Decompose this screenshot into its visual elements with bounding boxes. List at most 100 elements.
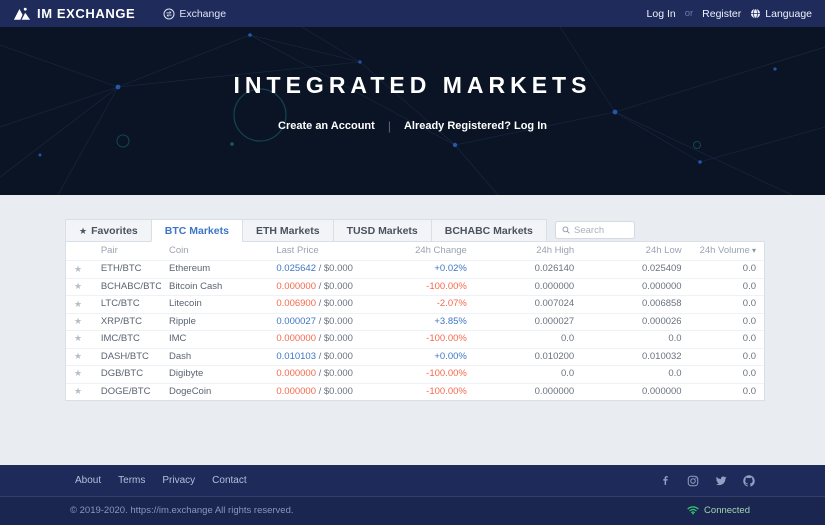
high-cell: 0.000027 (474, 312, 583, 331)
low-cell: 0.0 (582, 365, 690, 383)
high-cell: 0.007024 (474, 295, 583, 314)
language-label: Language (765, 7, 812, 20)
search-input[interactable] (574, 224, 628, 236)
coin-cell: Ripple (160, 312, 269, 331)
price-usd-suffix: / $0.000 (315, 263, 353, 275)
hero-title: INTEGRATED MARKETS (233, 71, 592, 98)
column-header-24h-volume[interactable]: 24h Volume ▾ (699, 245, 756, 256)
tab-label: Favorites (91, 225, 138, 237)
star-icon: ★ (79, 225, 88, 236)
markets-toolbar: ★ Favorites BTC Markets ETH Markets TUSD Mar… (65, 219, 765, 242)
market-row-dgb-btc[interactable]: ★ DGB/BTC Digibyte 0.000000 / $0.000 -100.00… (66, 365, 764, 383)
tab-favorites[interactable]: ★ Favorites (65, 219, 151, 242)
price-usd-suffix: / $0.000 (315, 350, 353, 362)
market-row-imc-btc[interactable]: ★ IMC/BTC IMC 0.000000 / $0.000 -100.00% 0.0 0… (66, 330, 764, 349)
favorite-star-icon[interactable]: ★ (66, 347, 93, 366)
markets-section: ★ Favorites BTC Markets ETH Markets TUSD Mar… (0, 195, 825, 465)
create-account-link[interactable]: Create an Account (278, 119, 375, 132)
brand-text: IM EXCHANGE (37, 6, 136, 21)
price-value: 0.025642 (276, 263, 316, 275)
column-header-coin: Coin (168, 245, 189, 256)
login-link[interactable]: Log In (646, 7, 676, 20)
change-cell: -100.00% (390, 365, 475, 383)
hero: INTEGRATED MARKETS Create an Account | A… (0, 27, 825, 195)
price-value: 0.000000 (276, 333, 316, 345)
column-header-24h-low: 24h Low (645, 245, 682, 256)
or-text: or (684, 8, 694, 19)
volume-cell: 0.0 (689, 277, 764, 296)
favorite-star-icon[interactable]: ★ (66, 277, 93, 296)
tab-eth-markets[interactable]: ETH Markets (241, 219, 333, 242)
low-cell: 0.000000 (582, 277, 690, 296)
price-value: 0.006900 (276, 298, 316, 310)
last-price-cell: 0.000000 / $0.000 (268, 277, 391, 296)
volume-cell: 0.0 (689, 295, 764, 314)
footer-link-about[interactable]: About (75, 475, 102, 487)
favorite-star-icon[interactable]: ★ (66, 312, 93, 331)
logo[interactable]: IM EXCHANGE (13, 6, 135, 21)
market-row-doge-btc[interactable]: ★ DOGE/BTC DogeCoin 0.000000 / $0.000 -100.0… (66, 382, 764, 400)
coin-cell: DogeCoin (160, 382, 269, 400)
last-price-cell: 0.000000 / $0.000 (268, 365, 391, 383)
logo-icon (13, 7, 31, 20)
market-row-xrp-btc[interactable]: ★ XRP/BTC Ripple 0.000027 / $0.000 +3.85% 0.0… (66, 312, 764, 331)
footer-link-terms[interactable]: Terms (118, 475, 146, 487)
last-price-cell: 0.025642 / $0.000 (268, 260, 391, 279)
tab-btc-markets[interactable]: BTC Markets (150, 219, 242, 242)
volume-cell: 0.0 (689, 312, 764, 331)
search-box[interactable] (554, 221, 635, 239)
favorite-star-icon[interactable]: ★ (66, 365, 93, 383)
price-value: 0.000000 (276, 368, 316, 380)
market-row-eth-btc[interactable]: ★ ETH/BTC Ethereum 0.025642 / $0.000 +0.02% 0… (66, 260, 764, 279)
hero-links-separator: | (387, 118, 391, 133)
footer: About Terms Privacy Contact (0, 464, 825, 525)
change-cell: -2.07% (390, 295, 475, 314)
pair-cell: LTC/BTC (92, 295, 161, 314)
market-row-ltc-btc[interactable]: ★ LTC/BTC Litecoin 0.006900 / $0.000 -2.07% 0… (66, 295, 764, 314)
high-cell: 0.0 (474, 330, 583, 349)
language-menu[interactable]: Language (750, 8, 812, 20)
coin-cell: Ethereum (160, 260, 269, 279)
price-usd-suffix: / $0.000 (315, 280, 353, 292)
instagram-icon[interactable] (687, 475, 699, 487)
tab-bchabc-markets[interactable]: BCHABC Markets (430, 219, 547, 242)
social-links (660, 475, 755, 487)
last-price-cell: 0.010103 / $0.000 (268, 347, 391, 366)
pair-cell: BCHABC/BTC (92, 277, 161, 296)
pair-cell: DGB/BTC (92, 365, 161, 383)
volume-cell: 0.0 (689, 347, 764, 366)
nav-exchange[interactable]: Exchange (163, 8, 226, 20)
globe-icon (751, 8, 761, 19)
footer-link-privacy[interactable]: Privacy (162, 475, 196, 487)
coin-cell: Bitcoin Cash (160, 277, 269, 296)
favorite-star-icon[interactable]: ★ (66, 295, 93, 314)
nav-exchange-label: Exchange (179, 7, 227, 20)
markets-table: Pair Coin Last Price 24h Change 24h High 24h … (66, 242, 764, 400)
column-header-24h-change: 24h Change (415, 245, 467, 256)
tab-tusd-markets[interactable]: TUSD Markets (332, 219, 431, 242)
last-price-cell: 0.000027 / $0.000 (268, 312, 391, 331)
coin-cell: Dash (160, 347, 269, 366)
low-cell: 0.006858 (582, 295, 690, 314)
register-link[interactable]: Register (702, 7, 742, 20)
github-icon[interactable] (743, 475, 755, 487)
high-cell: 0.026140 (474, 260, 583, 279)
market-row-dash-btc[interactable]: ★ DASH/BTC Dash 0.010103 / $0.000 +0.00% 0.01… (66, 347, 764, 366)
market-row-bchabc-btc[interactable]: ★ BCHABC/BTC Bitcoin Cash 0.000000 / $0.000… (66, 277, 764, 296)
low-cell: 0.010032 (582, 347, 690, 366)
footer-links: About Terms Privacy Contact (75, 475, 247, 486)
footer-link-contact[interactable]: Contact (212, 475, 247, 487)
volume-cell: 0.0 (689, 330, 764, 349)
high-cell: 0.0 (474, 365, 583, 383)
twitter-icon[interactable] (715, 475, 727, 487)
markets-panel: Pair Coin Last Price 24h Change 24h High 24h … (65, 241, 765, 401)
low-cell: 0.025409 (582, 260, 690, 279)
favorite-star-icon[interactable]: ★ (66, 382, 93, 400)
favorite-star-icon[interactable]: ★ (66, 330, 93, 349)
favorite-star-icon[interactable]: ★ (66, 260, 93, 279)
search-icon (562, 226, 570, 234)
already-registered-link[interactable]: Already Registered? Log In (403, 119, 547, 132)
tab-label: TUSD Markets (346, 225, 418, 237)
facebook-icon[interactable] (660, 475, 671, 486)
price-usd-suffix: / $0.000 (315, 385, 353, 397)
